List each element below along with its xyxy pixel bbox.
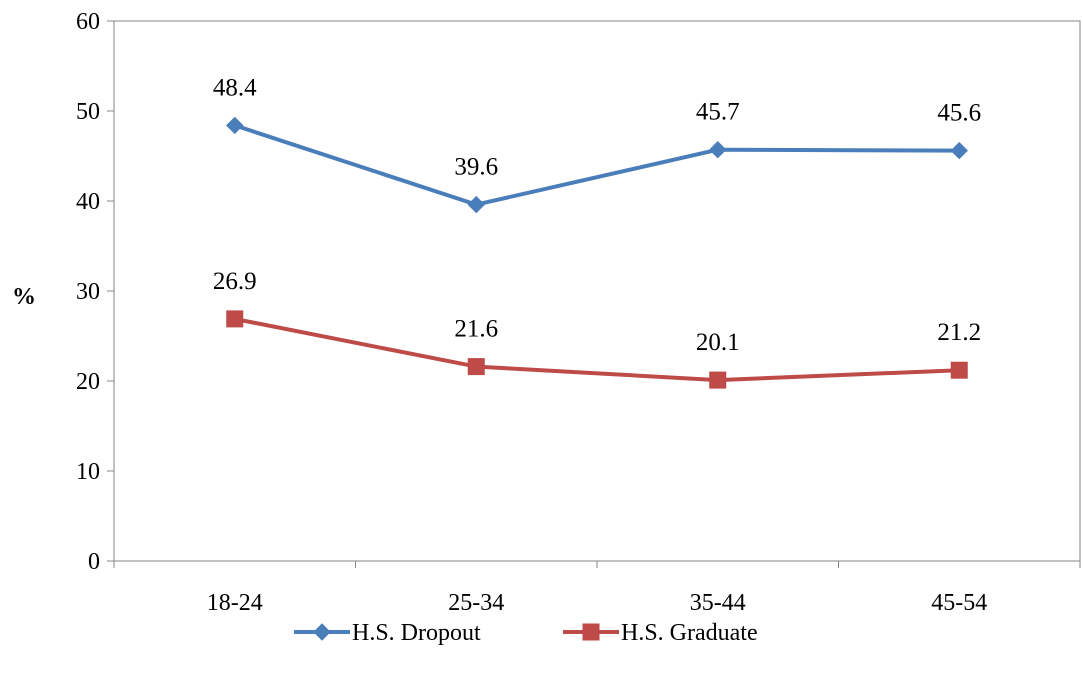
y-tick-label: 40 <box>76 189 100 215</box>
y-axis-title: % <box>12 284 36 310</box>
data-label: 21.6 <box>454 316 498 343</box>
data-label: 48.4 <box>213 74 257 101</box>
y-tick-label: 60 <box>76 9 100 35</box>
data-point <box>226 310 244 328</box>
legend-item-1: H.S. Dropout <box>294 620 481 646</box>
x-tick-label: 35-44 <box>690 590 746 616</box>
data-point <box>709 371 727 389</box>
y-tick-label: 10 <box>76 459 100 485</box>
data-label: 21.2 <box>937 319 981 346</box>
data-point <box>226 116 244 135</box>
series-layer: 48.4 39.6 45.7 45.6 26.9 21.6 20.1 21.2 <box>213 74 981 389</box>
plot-border <box>113 20 1081 562</box>
series-2: 26.9 21.6 20.1 21.2 <box>213 268 981 389</box>
y-axis: 0 10 20 30 40 50 60 <box>76 9 114 575</box>
data-label: 45.6 <box>937 100 981 127</box>
x-tick-label: 45-54 <box>931 590 987 616</box>
data-label: 26.9 <box>213 268 257 295</box>
x-tick-label: 18-24 <box>207 590 263 616</box>
legend-marker <box>313 623 331 641</box>
legend: H.S. Dropout H.S. Graduate <box>294 620 758 646</box>
x-axis: 18-24 25-34 35-44 45-54 <box>113 561 1081 616</box>
data-point <box>467 358 485 376</box>
data-point <box>467 195 485 214</box>
data-point <box>709 140 727 159</box>
plot-area <box>113 20 1081 562</box>
y-tick-label: 50 <box>76 99 100 125</box>
data-point <box>950 141 968 160</box>
series-line <box>234 316 960 383</box>
data-label: 20.1 <box>696 329 740 356</box>
y-tick-label: 0 <box>88 549 100 575</box>
series-line <box>234 123 960 207</box>
x-tick-label: 25-34 <box>448 590 504 616</box>
data-label: 39.6 <box>454 154 498 181</box>
legend-item-2: H.S. Graduate <box>563 620 758 646</box>
data-label: 45.7 <box>696 99 740 126</box>
data-point <box>950 361 968 379</box>
legend-marker <box>582 623 600 641</box>
y-tick-label: 20 <box>76 369 100 395</box>
legend-label: H.S. Graduate <box>621 620 758 646</box>
series-1: 48.4 39.6 45.7 45.6 <box>213 74 981 214</box>
legend-label: H.S. Dropout <box>352 620 481 646</box>
y-tick-label: 30 <box>76 279 100 305</box>
